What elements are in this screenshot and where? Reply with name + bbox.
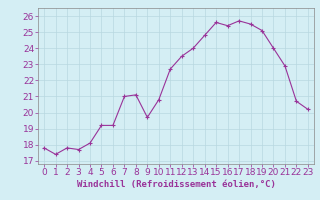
X-axis label: Windchill (Refroidissement éolien,°C): Windchill (Refroidissement éolien,°C) [76,180,276,189]
